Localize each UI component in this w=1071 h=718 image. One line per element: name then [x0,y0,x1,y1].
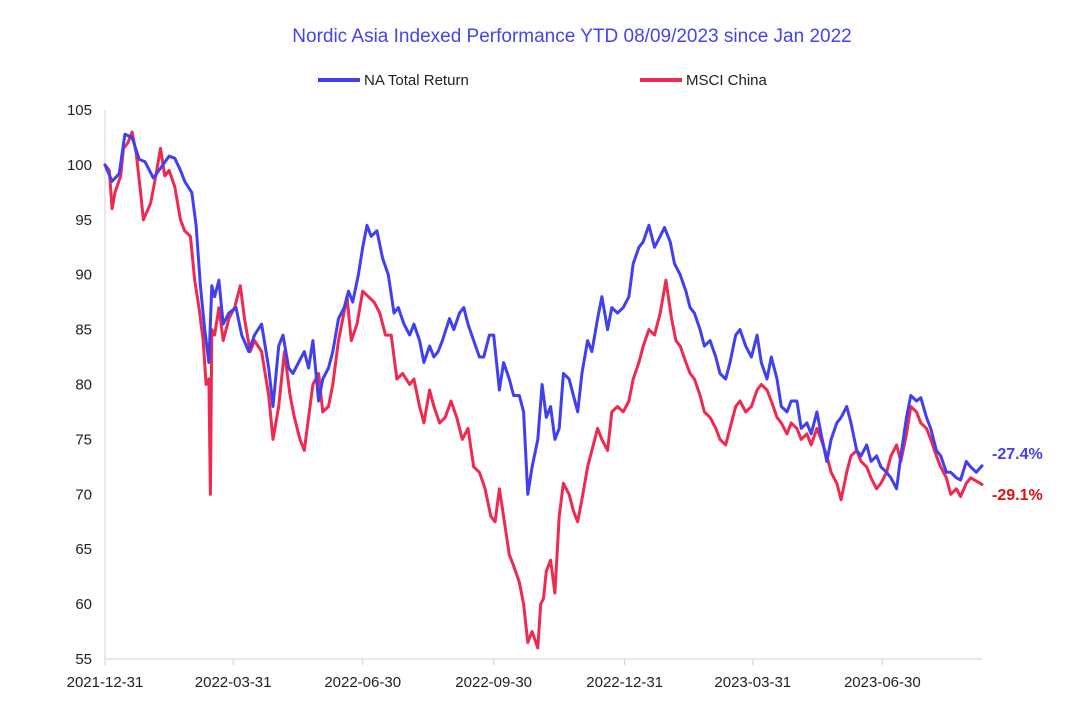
end-label-na-total-return: -27.4% [992,446,1043,463]
series-line-na-total-return [103,132,984,496]
x-tick-label: 2022-12-31 [586,674,663,691]
x-tick-label: 2022-03-31 [195,674,272,691]
y-tick-label: 65 [75,541,92,558]
legend-item-msci-china: MSCI China [640,72,768,89]
y-tick-label: 100 [67,157,92,174]
y-tick-label: 105 [67,102,92,119]
x-tick-label: 2021-12-31 [67,674,144,691]
chart-title: Nordic Asia Indexed Performance YTD 08/0… [292,26,851,47]
x-tick-label: 2023-03-31 [714,674,791,691]
x-tick-label: 2023-06-30 [844,674,921,691]
series-line-msci-china [103,130,984,650]
x-tick-labels: 2021-12-31 2022-03-31 2022-06-30 2022-09-30… [67,659,921,691]
y-tick-label: 85 [75,322,92,339]
y-tick-label: 75 [75,431,92,448]
legend-label-msci-china: MSCI China [686,72,768,89]
end-label-msci-china: -29.1% [992,487,1043,504]
y-tick-label: 55 [75,651,92,668]
x-tick-label: 2022-09-30 [455,674,532,691]
legend-label-na-total-return: NA Total Return [364,72,469,89]
series-lines [103,130,984,650]
y-tick-label: 60 [75,596,92,613]
legend-item-na-total-return: NA Total Return [318,72,469,89]
x-tick-label: 2022-06-30 [324,674,401,691]
legend: NA Total Return MSCI China [318,72,768,89]
axes [104,110,982,660]
y-tick-label: 90 [75,267,92,284]
y-tick-label: 95 [75,212,92,229]
y-tick-label: 70 [75,486,92,503]
end-labels: -27.4% -29.1% [992,446,1043,504]
y-tick-labels: 55 60 65 70 75 80 85 90 95 100 105 [67,102,92,668]
y-tick-label: 80 [75,377,92,394]
